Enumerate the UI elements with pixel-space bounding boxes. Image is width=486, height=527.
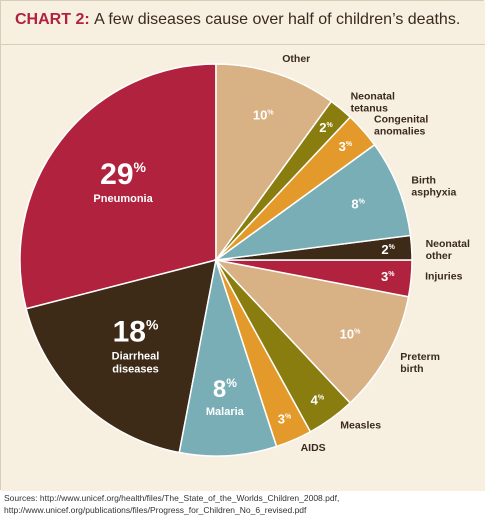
- pie-slice-diarrheal-diseases: [25, 258, 217, 454]
- slice-value-other: 10%: [253, 108, 274, 123]
- pie-slice-malaria: [178, 259, 278, 457]
- pie-slice-preterm-birth: [213, 258, 410, 404]
- slice-label-diarrheal-diseases-1: diseases: [112, 364, 158, 376]
- slice-value-malaria: 8%: [213, 376, 237, 403]
- slice-label-congenital-anomalies-0: Congenital: [374, 113, 428, 125]
- slice-label-preterm-birth-1: birth: [400, 363, 423, 375]
- slice-value-birth-asphyxia: 8%: [351, 197, 365, 212]
- pie-slice-other: [215, 63, 333, 263]
- slice-value-aids: 3%: [278, 411, 292, 426]
- pie-slice-pneumonia: [19, 63, 217, 310]
- slice-label-neonatal-other-0: Neonatal: [426, 238, 470, 250]
- source-line-1: Sources: http://www.unicef.org/health/fi…: [4, 493, 340, 503]
- slice-label-other: Other: [282, 53, 310, 65]
- chart-tag: CHART 2:: [15, 11, 90, 28]
- sources-note: Sources: http://www.unicef.org/health/fi…: [4, 492, 482, 516]
- slice-label-neonatal-tetanus-0: Neonatal: [351, 91, 395, 103]
- slice-value-neonatal-other: 2%: [381, 242, 395, 257]
- pie-slice-birth-asphyxia: [215, 143, 412, 261]
- chart-title: A few diseases cause over half of childr…: [94, 11, 461, 28]
- slice-label-birth-asphyxia-1: asphyxia: [411, 186, 456, 198]
- slice-value-diarrheal-diseases: 18%: [113, 316, 159, 349]
- slice-value-pneumonia: 29%: [100, 158, 146, 191]
- source-line-2: http://www.unicef.org/publications/files…: [4, 505, 307, 515]
- slice-label-diarrheal-diseases-0: Diarrheal: [112, 351, 160, 363]
- slice-label-aids: AIDS: [301, 442, 326, 454]
- chart-header: CHART 2: A few diseases cause over half …: [1, 1, 485, 45]
- slice-value-neonatal-tetanus: 2%: [319, 120, 333, 135]
- slice-value-measles: 4%: [311, 393, 325, 408]
- slice-value-injuries: 3%: [381, 269, 395, 284]
- slice-label-injuries: Injuries: [425, 271, 463, 283]
- slice-label-congenital-anomalies-1: anomalies: [374, 125, 426, 137]
- chart-frame: CHART 2: A few diseases cause over half …: [0, 0, 485, 491]
- slice-value-congenital-anomalies: 3%: [339, 139, 353, 154]
- slice-label-malaria: Malaria: [206, 406, 245, 418]
- slice-label-pneumonia: Pneumonia: [93, 193, 153, 205]
- slice-label-measles: Measles: [340, 419, 381, 431]
- plot-area: 29% Pneumonia 18% Diarrheal diseases 8% Malari…: [1, 45, 485, 491]
- slice-label-birth-asphyxia-0: Birth: [411, 174, 436, 186]
- slice-value-preterm-birth: 10%: [340, 327, 361, 342]
- slice-label-neonatal-other-1: other: [426, 250, 452, 262]
- slice-label-neonatal-tetanus-1: tetanus: [351, 103, 389, 115]
- slice-label-preterm-birth-0: Preterm: [400, 351, 440, 363]
